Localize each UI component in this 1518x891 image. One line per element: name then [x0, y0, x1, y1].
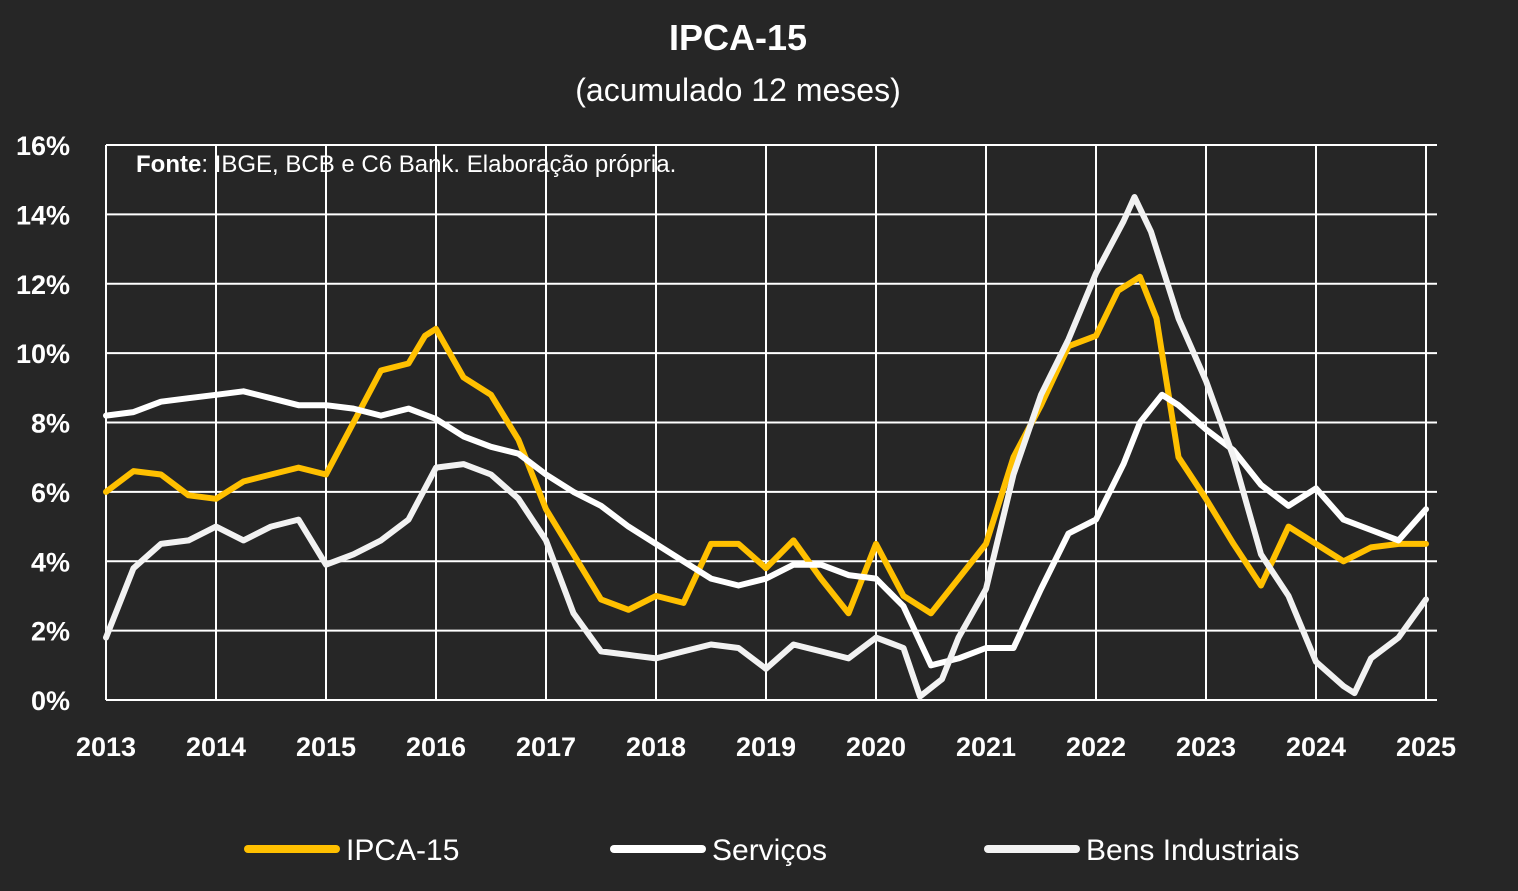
x-tick-label: 2020	[846, 732, 906, 762]
x-tick-label: 2018	[626, 732, 686, 762]
x-axis-ticks: 2013 2014 2015 2016 2017 2018 2019 2020 2021 2022…	[76, 732, 1456, 762]
y-tick-label: 10%	[16, 339, 70, 369]
series-line-bens-industriais	[103, 194, 1429, 700]
x-tick-label: 2015	[296, 732, 356, 762]
source-note: Fonte: IBGE, BCB e C6 Bank. Elaboração p…	[136, 151, 676, 178]
legend-label: IPCA-15	[346, 834, 459, 867]
y-tick-label: 4%	[31, 547, 70, 577]
y-tick-label: 8%	[31, 409, 70, 439]
x-tick-label: 2014	[186, 732, 246, 762]
legend-label: Bens Industriais	[1086, 834, 1299, 867]
series-line-ipca-15	[103, 273, 1429, 617]
legend-label: Serviços	[712, 834, 827, 867]
x-tick-label: 2024	[1286, 732, 1346, 762]
x-tick-label: 2016	[406, 732, 466, 762]
y-tick-label: 12%	[16, 270, 70, 300]
y-tick-label: 6%	[31, 478, 70, 508]
series-line-servi-os	[103, 388, 1429, 669]
source-rest: : IBGE, BCB e C6 Bank. Elaboração própri…	[201, 151, 676, 178]
y-tick-label: 0%	[31, 686, 70, 716]
chart-subtitle: (acumulado 12 meses)	[575, 72, 900, 108]
x-tick-label: 2013	[76, 732, 136, 762]
x-tick-label: 2025	[1396, 732, 1456, 762]
y-tick-label: 16%	[16, 131, 70, 161]
x-tick-label: 2022	[1066, 732, 1126, 762]
chart-title: IPCA-15	[669, 17, 807, 58]
x-tick-label: 2023	[1176, 732, 1236, 762]
y-tick-label: 2%	[31, 617, 70, 647]
x-tick-label: 2021	[956, 732, 1016, 762]
y-axis-ticks: 0% 2% 4% 6% 8% 10% 12% 14% 16%	[16, 131, 70, 716]
y-tick-label: 14%	[16, 200, 70, 230]
series-lines	[103, 194, 1429, 700]
source-bold: Fonte	[136, 151, 201, 178]
grid-lines	[105, 144, 1437, 701]
x-tick-label: 2017	[516, 732, 576, 762]
x-tick-label: 2019	[736, 732, 796, 762]
legend: IPCA-15 Serviços Bens Industriais	[244, 834, 1299, 867]
